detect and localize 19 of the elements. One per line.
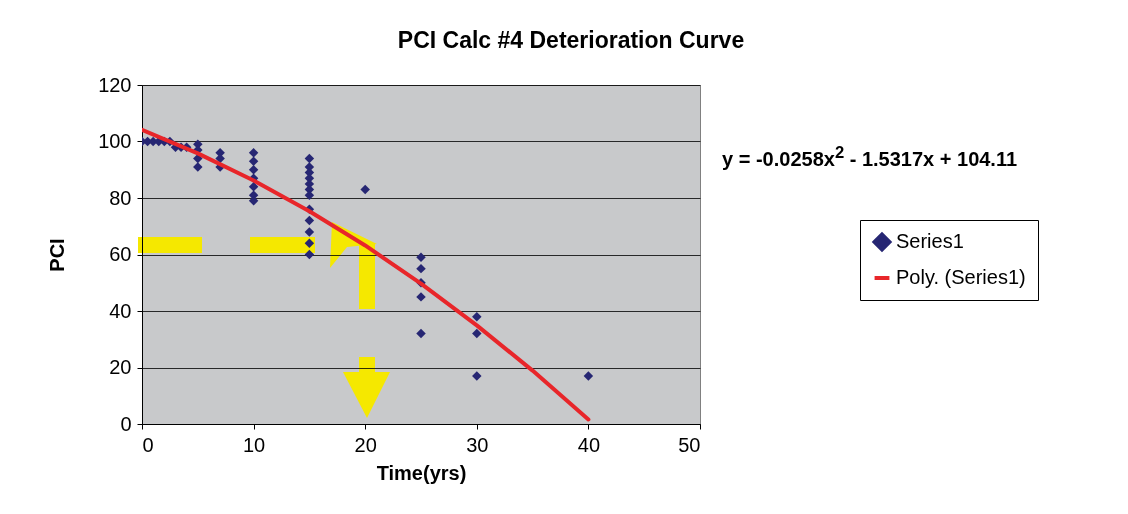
x-tick-label: 0: [142, 433, 154, 456]
x-tick-label: 40: [577, 433, 601, 456]
y-tick-label: 0: [120, 412, 132, 435]
y-tick-label: 80: [109, 186, 132, 209]
y-tick-label: 20: [109, 356, 132, 378]
y-tick-label: 60: [109, 243, 132, 265]
y-tick-label: 40: [109, 299, 132, 322]
y-axis-title: PCI: [46, 238, 69, 272]
text: y = -0.0258x$^{2}$ - 1.5317x + 104.11: [722, 143, 1018, 171]
legend-label: Series1: [896, 230, 964, 252]
legend-label: Poly. (Series1): [896, 266, 1026, 288]
x-axis-title: Time(yrs): [376, 461, 467, 484]
x-tick-label: 30: [466, 433, 489, 456]
x-tick-label: 50: [678, 433, 701, 456]
x-tick-label: 10: [242, 433, 266, 456]
chart-title: PCI Calc #4 Deterioration Curve: [397, 27, 745, 53]
x-tick-label: 20: [354, 433, 377, 456]
y-tick-label: 120: [98, 73, 132, 96]
y-tick-label: 100: [98, 130, 132, 152]
